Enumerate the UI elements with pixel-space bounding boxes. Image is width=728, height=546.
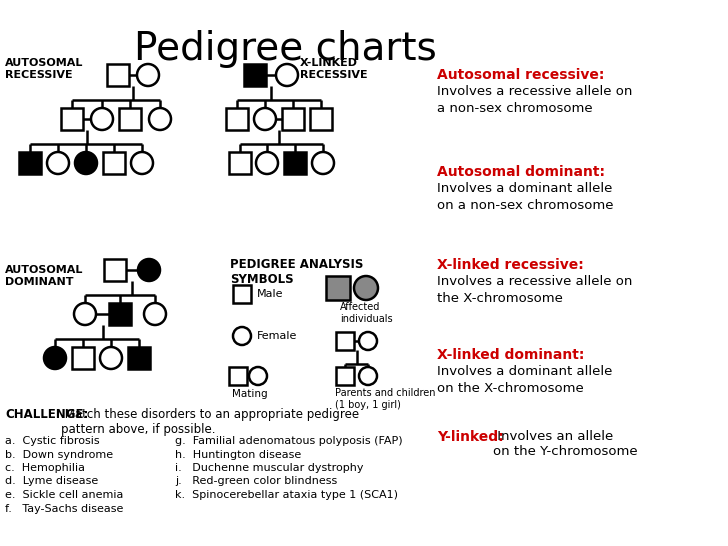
Text: k.  Spinocerebellar ataxia type 1 (SCA1): k. Spinocerebellar ataxia type 1 (SCA1): [175, 490, 398, 500]
Text: g.  Familial adenomatous polyposis (FAP): g. Familial adenomatous polyposis (FAP): [175, 436, 403, 446]
Text: X-linked dominant:: X-linked dominant:: [437, 348, 585, 362]
Text: X-LINKED
RECESSIVE: X-LINKED RECESSIVE: [300, 58, 368, 80]
Text: AUTOSOMAL
RECESSIVE: AUTOSOMAL RECESSIVE: [5, 58, 84, 80]
Text: Y-linked:: Y-linked:: [437, 430, 504, 444]
Bar: [229, 367, 247, 385]
Text: i.   Duchenne muscular dystrophy: i. Duchenne muscular dystrophy: [175, 463, 363, 473]
Text: h.  Huntington disease: h. Huntington disease: [175, 449, 301, 460]
Bar: [326, 276, 350, 300]
Text: Autosomal dominant:: Autosomal dominant:: [437, 165, 605, 179]
Bar: [284, 152, 306, 174]
Circle shape: [138, 259, 160, 281]
Circle shape: [359, 367, 377, 385]
Bar: [72, 347, 94, 369]
Circle shape: [359, 332, 377, 350]
Text: e.  Sickle cell anemia: e. Sickle cell anemia: [5, 490, 123, 500]
Text: b.  Down syndrome: b. Down syndrome: [5, 449, 113, 460]
Circle shape: [276, 64, 298, 86]
Text: X-linked recessive:: X-linked recessive:: [437, 258, 584, 272]
Text: Female: Female: [257, 331, 297, 341]
Text: Involves a dominant allele
on a non-sex chromosome: Involves a dominant allele on a non-sex …: [437, 182, 614, 212]
Circle shape: [91, 108, 113, 130]
Circle shape: [233, 327, 251, 345]
Circle shape: [354, 276, 378, 300]
Text: Involves a recessive allele on
a non-sex chromosome: Involves a recessive allele on a non-sex…: [437, 85, 633, 115]
Circle shape: [144, 303, 166, 325]
Bar: [103, 152, 125, 174]
Bar: [229, 152, 251, 174]
Text: PEDIGREE ANALYSIS
SYMBOLS: PEDIGREE ANALYSIS SYMBOLS: [230, 258, 363, 286]
Bar: [107, 64, 129, 86]
Circle shape: [75, 152, 97, 174]
Bar: [19, 152, 41, 174]
Circle shape: [74, 303, 96, 325]
Circle shape: [254, 108, 276, 130]
Text: Autosomal recessive:: Autosomal recessive:: [437, 68, 604, 82]
Text: d.  Lyme disease: d. Lyme disease: [5, 477, 98, 486]
Bar: [119, 108, 141, 130]
Text: f.   Tay-Sachs disease: f. Tay-Sachs disease: [5, 503, 123, 513]
Bar: [104, 259, 126, 281]
Bar: [336, 332, 354, 350]
Bar: [336, 367, 354, 385]
Text: Involves a dominant allele
on the X-chromosome: Involves a dominant allele on the X-chro…: [437, 365, 612, 395]
Text: Involves an allele
on the Y-chromosome: Involves an allele on the Y-chromosome: [493, 430, 638, 458]
Circle shape: [256, 152, 278, 174]
Text: j.   Red-green color blindness: j. Red-green color blindness: [175, 477, 337, 486]
Text: c.  Hemophilia: c. Hemophilia: [5, 463, 85, 473]
Text: CHALLENGE: Match these disorders to an appropriate pedigree
pattern above, if po: CHALLENGE: Match these disorders to an a…: [5, 408, 378, 436]
Text: Parents and children
(1 boy, 1 girl): Parents and children (1 boy, 1 girl): [335, 388, 435, 410]
Bar: [310, 108, 332, 130]
Text: AUTOSOMAL
DOMINANT: AUTOSOMAL DOMINANT: [5, 265, 84, 287]
Bar: [244, 64, 266, 86]
Text: a.  Cystic fibrosis: a. Cystic fibrosis: [5, 436, 100, 446]
Bar: [128, 347, 150, 369]
Bar: [282, 108, 304, 130]
Bar: [109, 303, 131, 325]
Circle shape: [44, 347, 66, 369]
Text: CHALLENGE:: CHALLENGE:: [5, 408, 88, 421]
Text: Affected
individuals: Affected individuals: [340, 302, 392, 324]
Circle shape: [249, 367, 267, 385]
Text: Male: Male: [257, 289, 283, 299]
Bar: [61, 108, 83, 130]
Circle shape: [47, 152, 69, 174]
Circle shape: [312, 152, 334, 174]
Circle shape: [131, 152, 153, 174]
Circle shape: [100, 347, 122, 369]
Text: Involves a recessive allele on
the X-chromosome: Involves a recessive allele on the X-chr…: [437, 275, 633, 305]
Circle shape: [137, 64, 159, 86]
Text: Mating: Mating: [232, 389, 268, 399]
Circle shape: [149, 108, 171, 130]
Text: Match these disorders to an appropriate pedigree
pattern above, if possible.: Match these disorders to an appropriate …: [61, 408, 359, 436]
Bar: [226, 108, 248, 130]
Text: Pedigree charts: Pedigree charts: [134, 30, 436, 68]
Bar: [233, 285, 251, 303]
